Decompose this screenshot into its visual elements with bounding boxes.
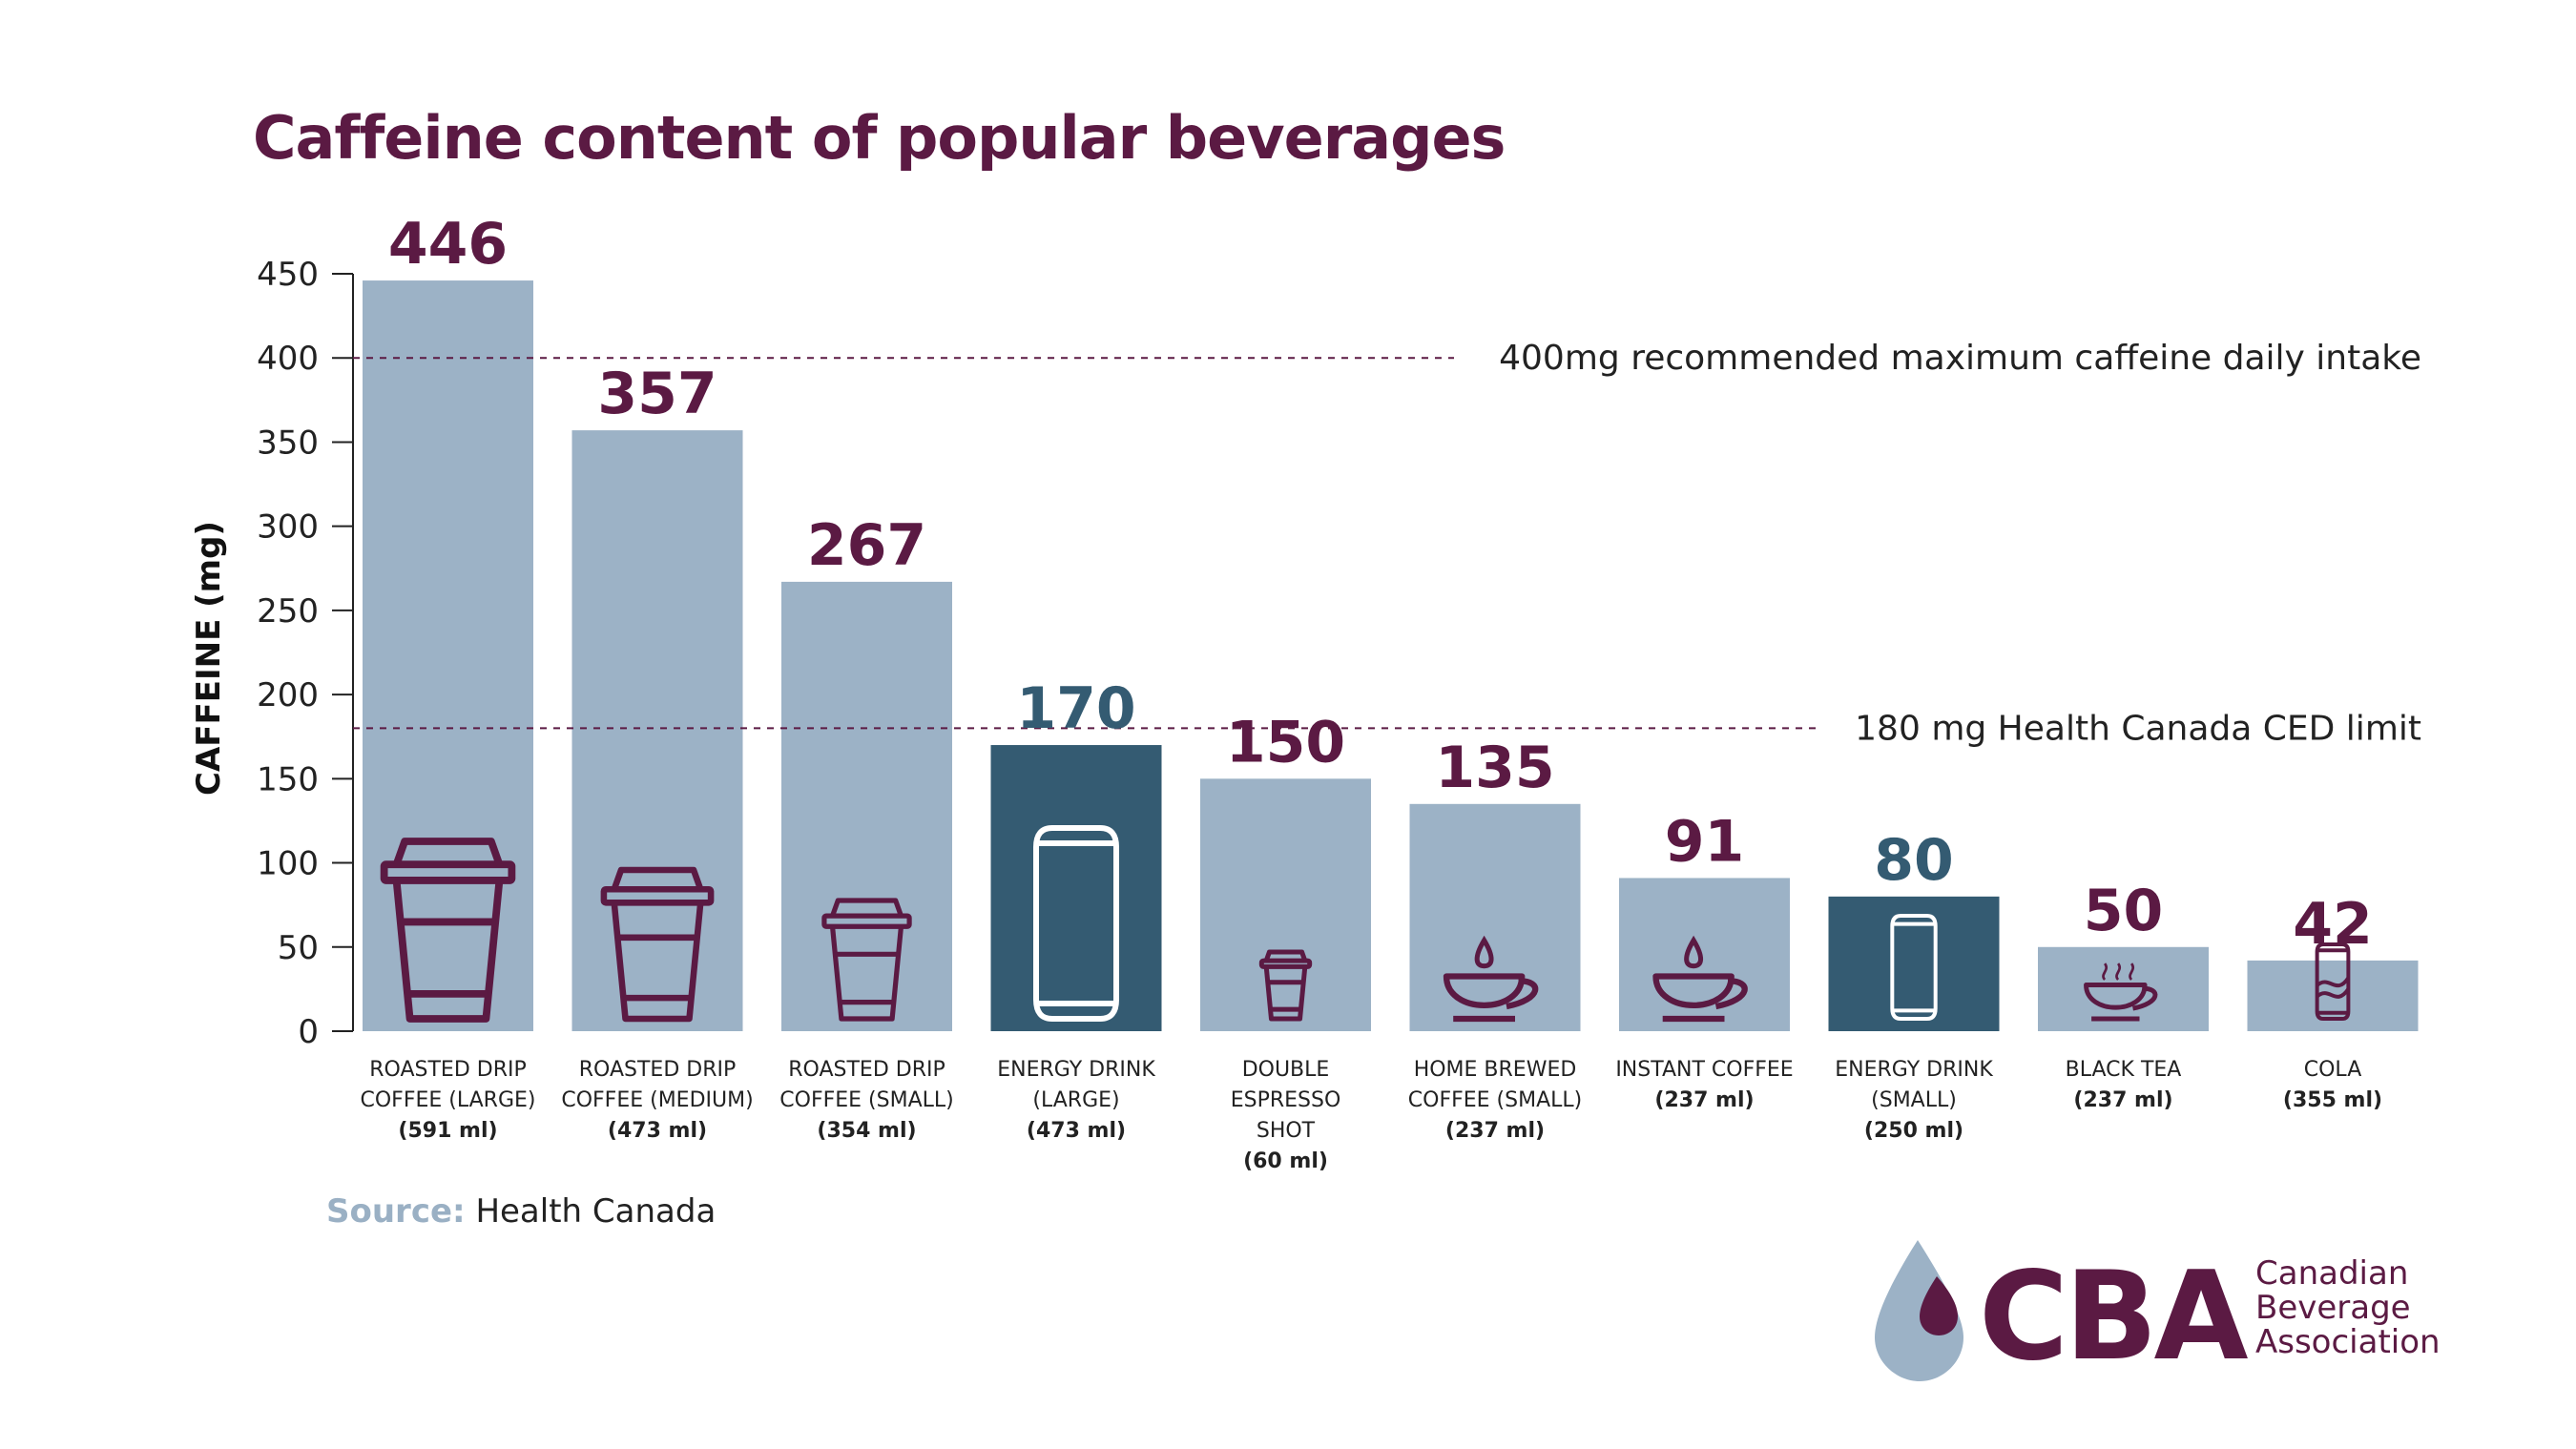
bar: [1619, 878, 1790, 1031]
coffee-mug-drop-icon: [1443, 935, 1539, 1023]
chart-title: Caffeine content of popular beverages: [253, 103, 1506, 173]
category-label: ROASTED DRIP: [369, 1058, 526, 1082]
category-label: BLACK TEA: [2066, 1058, 2182, 1082]
y-tick-label: 200: [257, 676, 319, 714]
bar: [571, 430, 743, 1031]
tea-cup-icon: [2084, 963, 2158, 1022]
category-label: INSTANT COFFEE: [1615, 1058, 1793, 1082]
y-tick-label: 350: [257, 424, 319, 462]
data-label: 267: [807, 512, 926, 579]
y-axis-title: CAFFEINE (mg): [190, 521, 228, 796]
category-label: (SMALL): [1871, 1088, 1957, 1112]
category-volume: (237 ml): [1445, 1119, 1545, 1143]
data-label: 80: [1874, 827, 1954, 894]
source-label: Source:: [326, 1192, 466, 1231]
y-tick-label: 400: [257, 340, 319, 378]
source-note: Source: Health Canada: [326, 1192, 716, 1231]
category-volume: (473 ml): [608, 1119, 707, 1143]
reference-line-label: 400mg recommended maximum caffeine daily…: [1499, 339, 2421, 378]
espresso-cup-icon: [1258, 949, 1313, 1022]
category-volume: (591 ml): [398, 1119, 497, 1143]
y-tick-label: 50: [278, 929, 319, 967]
category-label: ESPRESSO: [1231, 1088, 1341, 1112]
y-tick-label: 100: [257, 845, 319, 883]
y-tick-label: 300: [257, 508, 319, 547]
can-small-icon: [1890, 914, 1938, 1021]
bar: [363, 280, 533, 1032]
bar: [1409, 803, 1581, 1031]
cup-small-icon: [821, 898, 912, 1022]
soda-can-icon: [2315, 942, 2351, 1021]
bar: [781, 581, 952, 1031]
category-label: ROASTED DRIP: [788, 1058, 945, 1082]
cup-medium-icon: [600, 866, 715, 1023]
category-volume: (60 ml): [1243, 1149, 1328, 1173]
y-tick-label: 0: [298, 1013, 319, 1051]
category-volume: (237 ml): [1654, 1088, 1754, 1112]
source-text: Health Canada: [465, 1192, 717, 1231]
category-label: ENERGY DRINK: [997, 1058, 1155, 1082]
bar: [990, 745, 1162, 1031]
cup-large-icon: [380, 838, 516, 1023]
y-tick-label: 150: [257, 760, 319, 798]
data-label: 50: [2084, 878, 2164, 944]
data-label: 357: [597, 361, 717, 427]
category-label: ROASTED DRIP: [579, 1058, 736, 1082]
category-volume: (237 ml): [2073, 1088, 2172, 1112]
category-label: COFFEE (LARGE): [361, 1088, 536, 1112]
y-tick-label: 250: [257, 592, 319, 631]
category-volume: (250 ml): [1864, 1119, 1963, 1143]
can-large-icon: [1033, 825, 1119, 1022]
data-label: 170: [1016, 675, 1135, 742]
category-label: HOME BREWED: [1414, 1058, 1577, 1082]
category-label: COFFEE (SMALL): [779, 1088, 953, 1112]
y-tick-label: 450: [257, 256, 319, 294]
category-label: (LARGE): [1032, 1088, 1119, 1112]
reference-line-label: 180 mg Health Canada CED limit: [1855, 709, 2421, 748]
category-label: ENERGY DRINK: [1835, 1058, 1993, 1082]
category-volume: (355 ml): [2283, 1088, 2382, 1112]
bar: [1200, 778, 1371, 1031]
category-label: COFFEE (SMALL): [1408, 1088, 1582, 1112]
data-label: 91: [1665, 808, 1745, 875]
category-label: DOUBLE: [1242, 1058, 1330, 1082]
category-label: SHOT: [1257, 1119, 1316, 1143]
category-label: COLA: [2304, 1058, 2362, 1082]
category-label: COFFEE (MEDIUM): [561, 1088, 753, 1112]
data-label: 135: [1435, 735, 1554, 801]
coffee-mug-drop-icon: [1652, 935, 1748, 1023]
data-label: 150: [1226, 709, 1345, 776]
category-volume: (473 ml): [1027, 1119, 1126, 1143]
data-label: 446: [388, 211, 508, 278]
category-volume: (354 ml): [817, 1119, 916, 1143]
data-label: 42: [2293, 891, 2373, 958]
